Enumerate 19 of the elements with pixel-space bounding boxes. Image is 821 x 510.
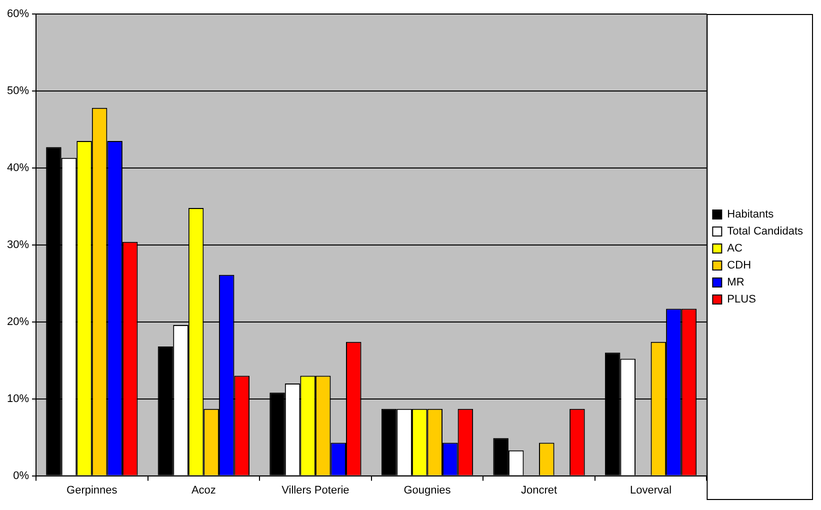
x-tick-label: Gerpinnes [66, 484, 118, 496]
legend-label: Total Candidats [727, 226, 804, 238]
x-tick-label: Loverval [630, 484, 672, 496]
y-tick-label: 20% [6, 316, 30, 328]
x-tick-label: Gougnies [404, 484, 452, 496]
y-tick-label: 50% [6, 85, 30, 97]
x-tick-label: Acoz [191, 484, 216, 496]
y-tick-label: 0% [13, 470, 30, 482]
legend-label: Habitants [727, 208, 774, 221]
x-tick-label: Joncret [520, 484, 558, 496]
legend-label: CDH [727, 260, 752, 272]
legend-label: PLUS [727, 294, 756, 306]
x-tick-label: Villers Poterie [282, 484, 350, 496]
y-tick-label: 40% [6, 162, 30, 174]
legend-label: MR [727, 276, 744, 289]
y-tick-label: 30% [6, 238, 30, 251]
y-tick-label: 10% [6, 392, 30, 405]
y-tick-label: 60% [6, 8, 30, 20]
legend-label: AC [727, 242, 743, 255]
